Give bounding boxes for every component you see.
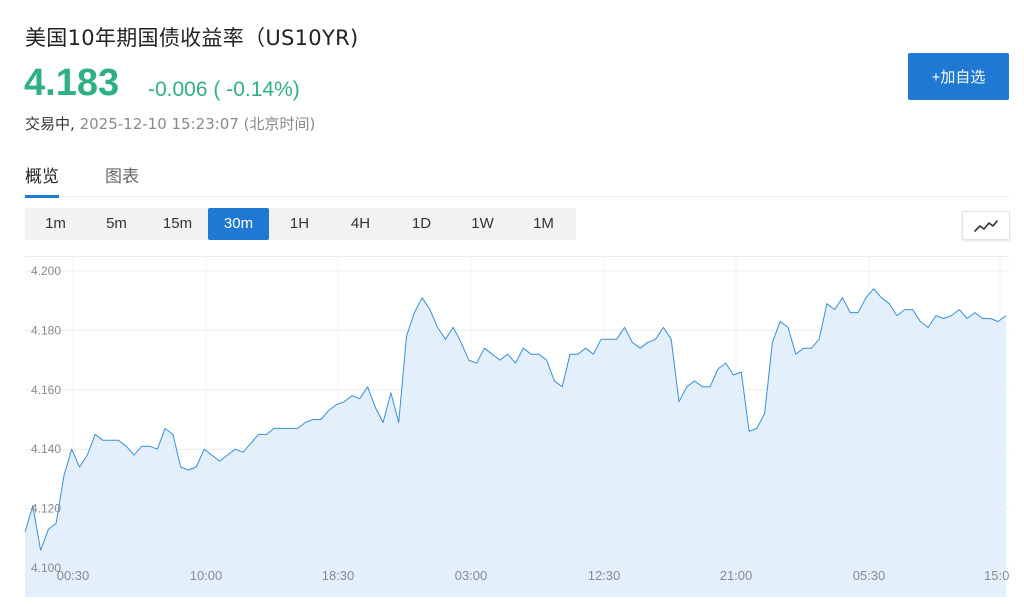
y-tick-label: 4.100 (31, 561, 61, 575)
status-label: 交易中, (25, 115, 75, 133)
x-tick-label: 10:00 (190, 568, 223, 583)
chart-type-button[interactable] (962, 211, 1010, 240)
x-tick-label: 15:0 (984, 568, 1009, 583)
price-chart[interactable]: 4.100 4.120 4.140 4.160 4.180 4.200 00:30 10:00… (25, 256, 1009, 597)
line-chart-icon (974, 219, 998, 232)
page-title: 美国10年期国债收益率（US10YR) (25, 26, 359, 50)
period-5m[interactable]: 5m (106, 215, 127, 232)
tab-overview[interactable]: 概览 (25, 162, 59, 198)
period-15m[interactable]: 15m (162, 215, 193, 232)
y-tick-label: 4.200 (31, 264, 61, 278)
period-4h[interactable]: 4H (350, 215, 371, 232)
tab-bar: 概览 图表 (25, 160, 1009, 198)
trading-status: 交易中, 2025-12-10 15:23:07 (北京时间) (25, 113, 315, 134)
x-tick-label: 12:30 (588, 568, 621, 583)
period-1d[interactable]: 1D (411, 215, 432, 232)
period-1mo[interactable]: 1M (533, 215, 554, 232)
price-chart-svg: 4.100 4.120 4.140 4.160 4.180 4.200 00:30 10:00… (25, 257, 1009, 597)
add-watchlist-button[interactable]: +加自选 (908, 53, 1009, 100)
chart-line (25, 288, 1007, 551)
tab-chart[interactable]: 图表 (105, 167, 139, 187)
period-selector: 1m 5m 15m 30m 1H 4H 1D 1W 1M (25, 208, 576, 240)
x-tick-label: 21:00 (720, 568, 753, 583)
period-30m[interactable]: 30m (208, 208, 269, 240)
period-1h[interactable]: 1H (289, 215, 310, 232)
y-tick-label: 4.140 (31, 442, 61, 456)
y-tick-label: 4.180 (31, 323, 61, 337)
x-tick-label: 03:00 (455, 568, 488, 583)
y-tick-label: 4.160 (31, 383, 61, 397)
y-tick-label: 4.120 (31, 502, 61, 516)
x-tick-label: 05:30 (853, 568, 886, 583)
status-timestamp: 2025-12-10 15:23:07 (北京时间) (79, 115, 316, 133)
price-change: -0.006 ( -0.14%) (148, 78, 300, 102)
period-1m[interactable]: 1m (45, 215, 66, 232)
current-price: 4.183 (24, 62, 120, 104)
change-value: -0.006 (148, 78, 208, 101)
change-percent: ( -0.14%) (213, 78, 300, 101)
period-1w[interactable]: 1W (471, 215, 494, 232)
chart-area (25, 288, 1006, 597)
x-tick-label: 18:30 (322, 568, 355, 583)
x-tick-label: 00:30 (57, 568, 90, 583)
